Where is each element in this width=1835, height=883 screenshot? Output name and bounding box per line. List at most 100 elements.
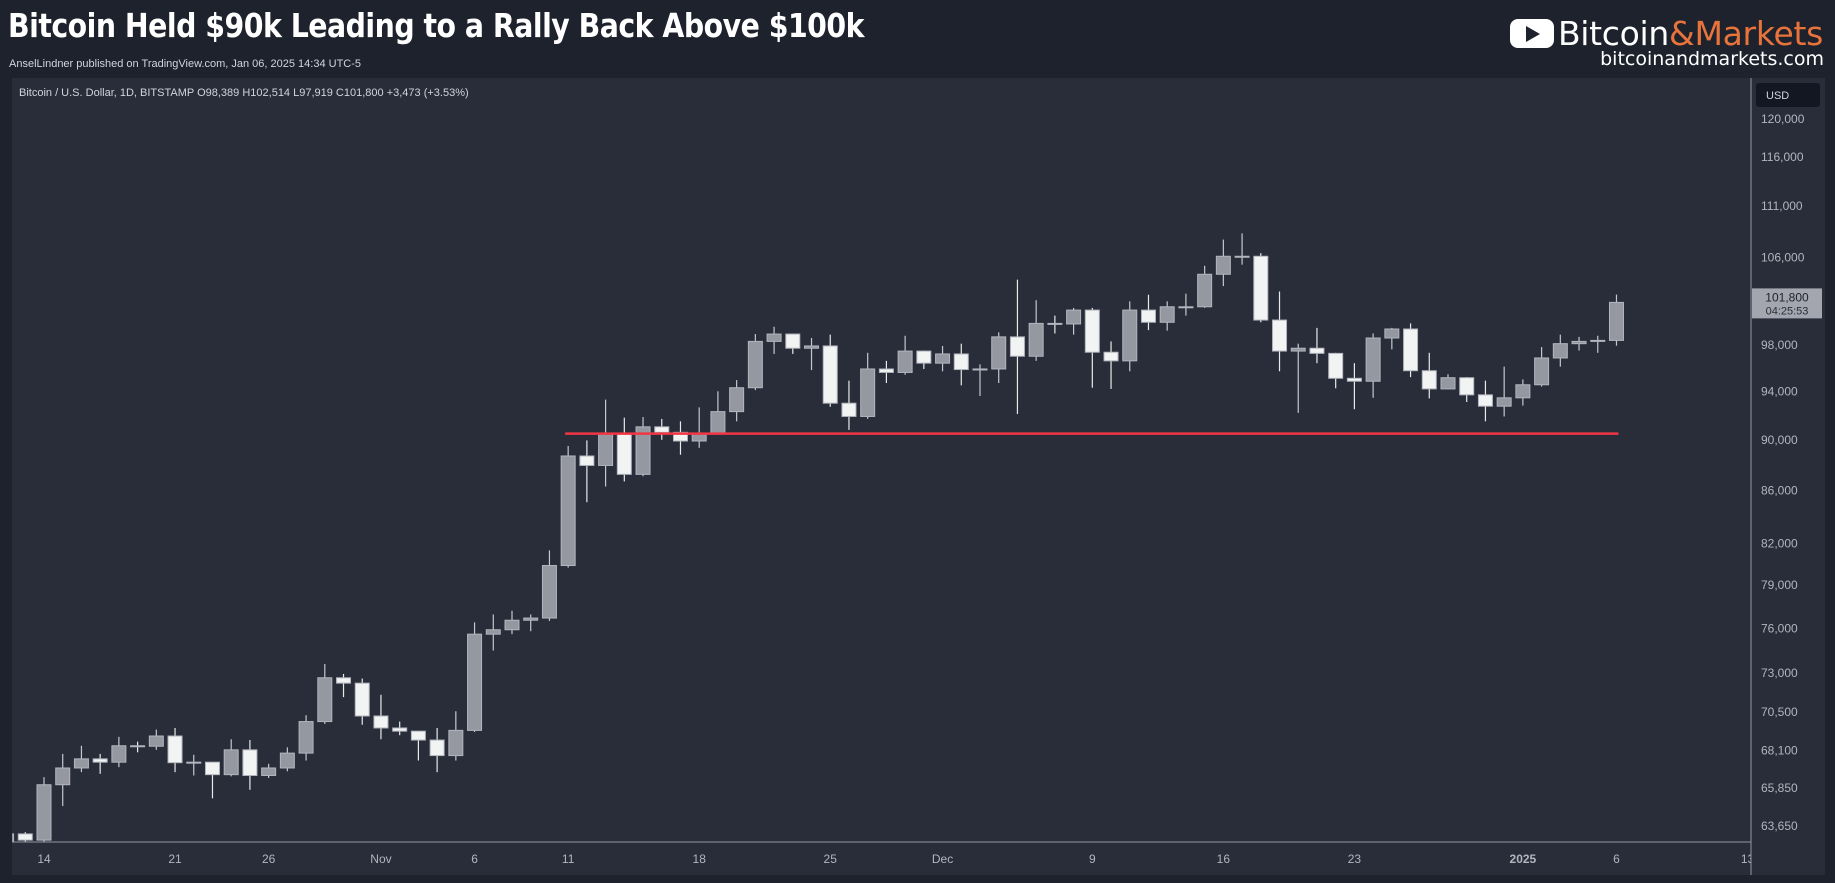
candle-body (1234, 255, 1250, 258)
price-axis[interactable]: 120,000 116,000 111,000 106,000 98,000 94,000… (1761, 112, 1805, 833)
candle-body (1178, 306, 1194, 309)
candle-body (1440, 377, 1456, 390)
current-price-label: 101,800 04:25:53 (1752, 288, 1822, 319)
currency-label: USD (1766, 90, 1789, 102)
candle (1384, 327, 1400, 350)
candle (523, 614, 539, 632)
candle-body (1309, 347, 1325, 354)
symbol-info: Bitcoin / U.S. Dollar, 1D, BITSTAMP O98,… (19, 87, 469, 99)
candle-body (1590, 339, 1606, 342)
candles-layer (12, 233, 1624, 842)
candle (1197, 265, 1213, 308)
candle (1328, 352, 1344, 389)
candle (279, 747, 295, 772)
x-tick-label: 2025 (1510, 852, 1537, 866)
candle-body (317, 677, 333, 723)
candle (1140, 294, 1156, 331)
chart-panel[interactable] (12, 78, 1825, 875)
candle (448, 711, 464, 761)
candle-body (860, 368, 876, 417)
candle (73, 745, 89, 773)
candle (1253, 253, 1269, 323)
candle-body (1009, 336, 1025, 357)
candle-body (1384, 328, 1400, 339)
candle (17, 832, 33, 842)
y-tick-label: 70,500 (1761, 705, 1798, 719)
candle-body (204, 761, 220, 776)
brand-logo[interactable]: Bitcoin &Markets (1509, 14, 1823, 53)
candle-body (1608, 301, 1624, 341)
page-title: Bitcoin Held $90k Leading to a Rally Bac… (8, 6, 865, 45)
candle (804, 338, 820, 371)
x-tick-label: 23 (1348, 852, 1362, 866)
x-tick-label: 9 (1089, 852, 1096, 866)
candle-body (1028, 322, 1044, 357)
y-tick-label: 68,100 (1761, 744, 1798, 758)
candle-body (429, 739, 445, 757)
brand-url[interactable]: bitcoinandmarkets.com (1600, 48, 1824, 70)
candle (729, 380, 745, 422)
candle-body (598, 433, 614, 466)
candle (1608, 294, 1624, 346)
candle (1309, 327, 1325, 364)
candle (12, 833, 15, 842)
candle-body (822, 345, 838, 404)
candle-body (935, 353, 951, 364)
candle (242, 740, 258, 790)
candle (1215, 239, 1231, 287)
candle (1066, 307, 1082, 335)
candle (1272, 291, 1288, 372)
bar-countdown: 04:25:53 (1766, 305, 1809, 317)
candle (916, 350, 932, 369)
candle-body (17, 833, 33, 841)
candle-body (1253, 255, 1269, 321)
candle-body (392, 727, 408, 732)
candle-body (111, 745, 127, 763)
candle-body (804, 345, 820, 349)
candle (710, 391, 726, 435)
candle (167, 727, 183, 773)
candle (860, 352, 876, 419)
candle (1290, 343, 1306, 413)
candle (261, 763, 277, 778)
x-tick-label: 11 (562, 852, 575, 866)
y-tick-label: 65,850 (1761, 781, 1798, 795)
candle-body (130, 745, 146, 748)
candle (897, 335, 913, 375)
candle (1515, 379, 1531, 406)
candle (953, 343, 969, 386)
x-tick-label: 16 (1217, 852, 1231, 866)
candle-body (1215, 255, 1231, 275)
candle-body (1047, 322, 1063, 325)
candle-body (1084, 309, 1100, 353)
candle-body (1365, 337, 1381, 382)
currency-box[interactable] (1756, 83, 1820, 107)
candle (1346, 363, 1362, 410)
candle-body (1122, 309, 1138, 362)
candle-body (710, 411, 726, 435)
y-tick-label: 116,000 (1761, 150, 1804, 164)
candle-body (1571, 340, 1587, 345)
y-tick-label: 86,000 (1761, 483, 1798, 497)
candle-body (1159, 306, 1175, 323)
candle (1178, 293, 1194, 316)
candle-body (1346, 377, 1362, 382)
candle-body (541, 565, 557, 619)
candle-body (410, 730, 426, 741)
candle (223, 739, 239, 777)
candle-body (186, 761, 202, 764)
candle (935, 345, 951, 372)
candle-body (1272, 319, 1288, 352)
candle-body (242, 749, 258, 776)
candle (111, 736, 127, 768)
candle (36, 777, 52, 842)
y-tick-label: 120,000 (1761, 112, 1805, 126)
candle-body (298, 721, 314, 754)
candle (1477, 380, 1493, 422)
time-axis[interactable]: 14 21 26 Nov 6 11 18 25 Dec 9 16 23 2025 6 13 (37, 852, 1754, 866)
candle (1403, 323, 1419, 378)
candle (1459, 377, 1475, 403)
candle-body (55, 767, 71, 786)
candle-body (1290, 347, 1306, 352)
